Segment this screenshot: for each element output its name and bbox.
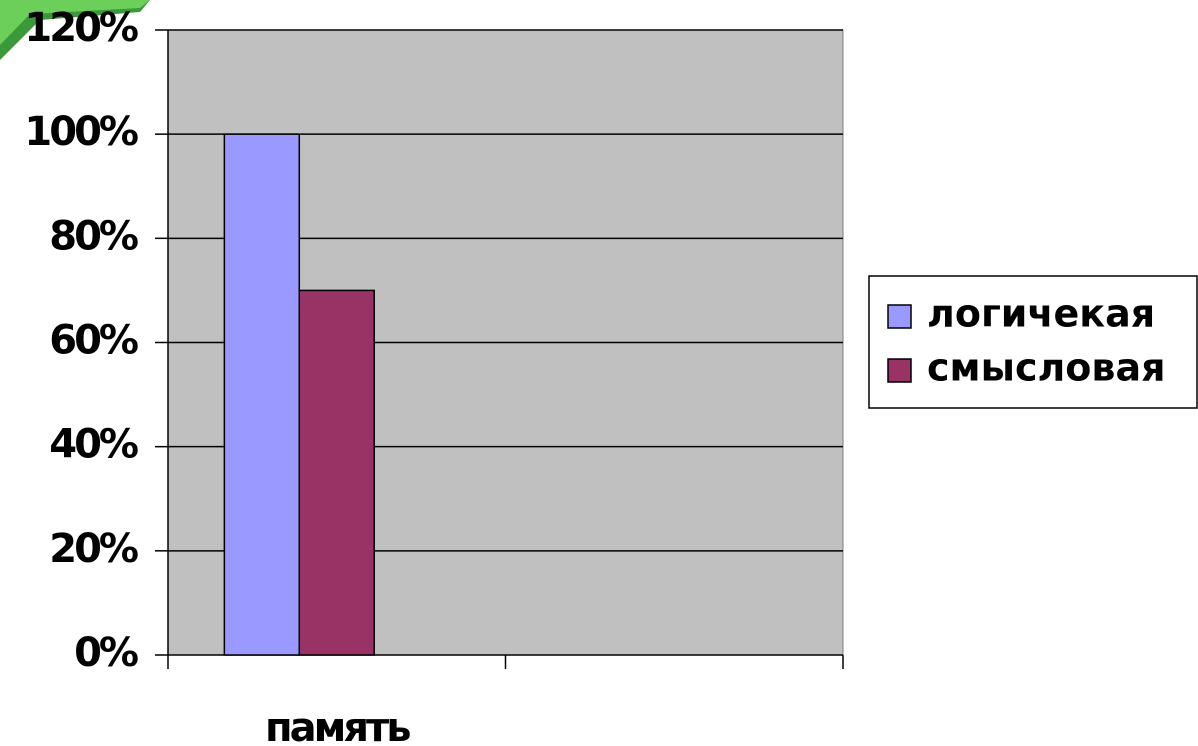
y-tick-label: 40% — [49, 422, 138, 468]
y-tick-label: 60% — [49, 318, 138, 364]
y-tick-label: 20% — [49, 526, 138, 572]
y-tick-label: 120% — [24, 5, 137, 51]
legend-swatch — [887, 304, 912, 329]
y-tick-label: 0% — [74, 630, 138, 676]
legend-swatch — [887, 358, 912, 383]
decoration — [0, 0, 150, 45]
legend-label: смысловая — [927, 346, 1166, 390]
decoration — [0, 0, 150, 60]
bar — [298, 289, 375, 656]
y-tick-label: 100% — [24, 109, 137, 155]
y-tick-label: 80% — [49, 213, 138, 259]
legend-label: логичекая — [927, 292, 1155, 336]
legend-box — [868, 275, 1198, 409]
bar — [223, 133, 301, 656]
x-tick-label: память — [265, 705, 410, 746]
